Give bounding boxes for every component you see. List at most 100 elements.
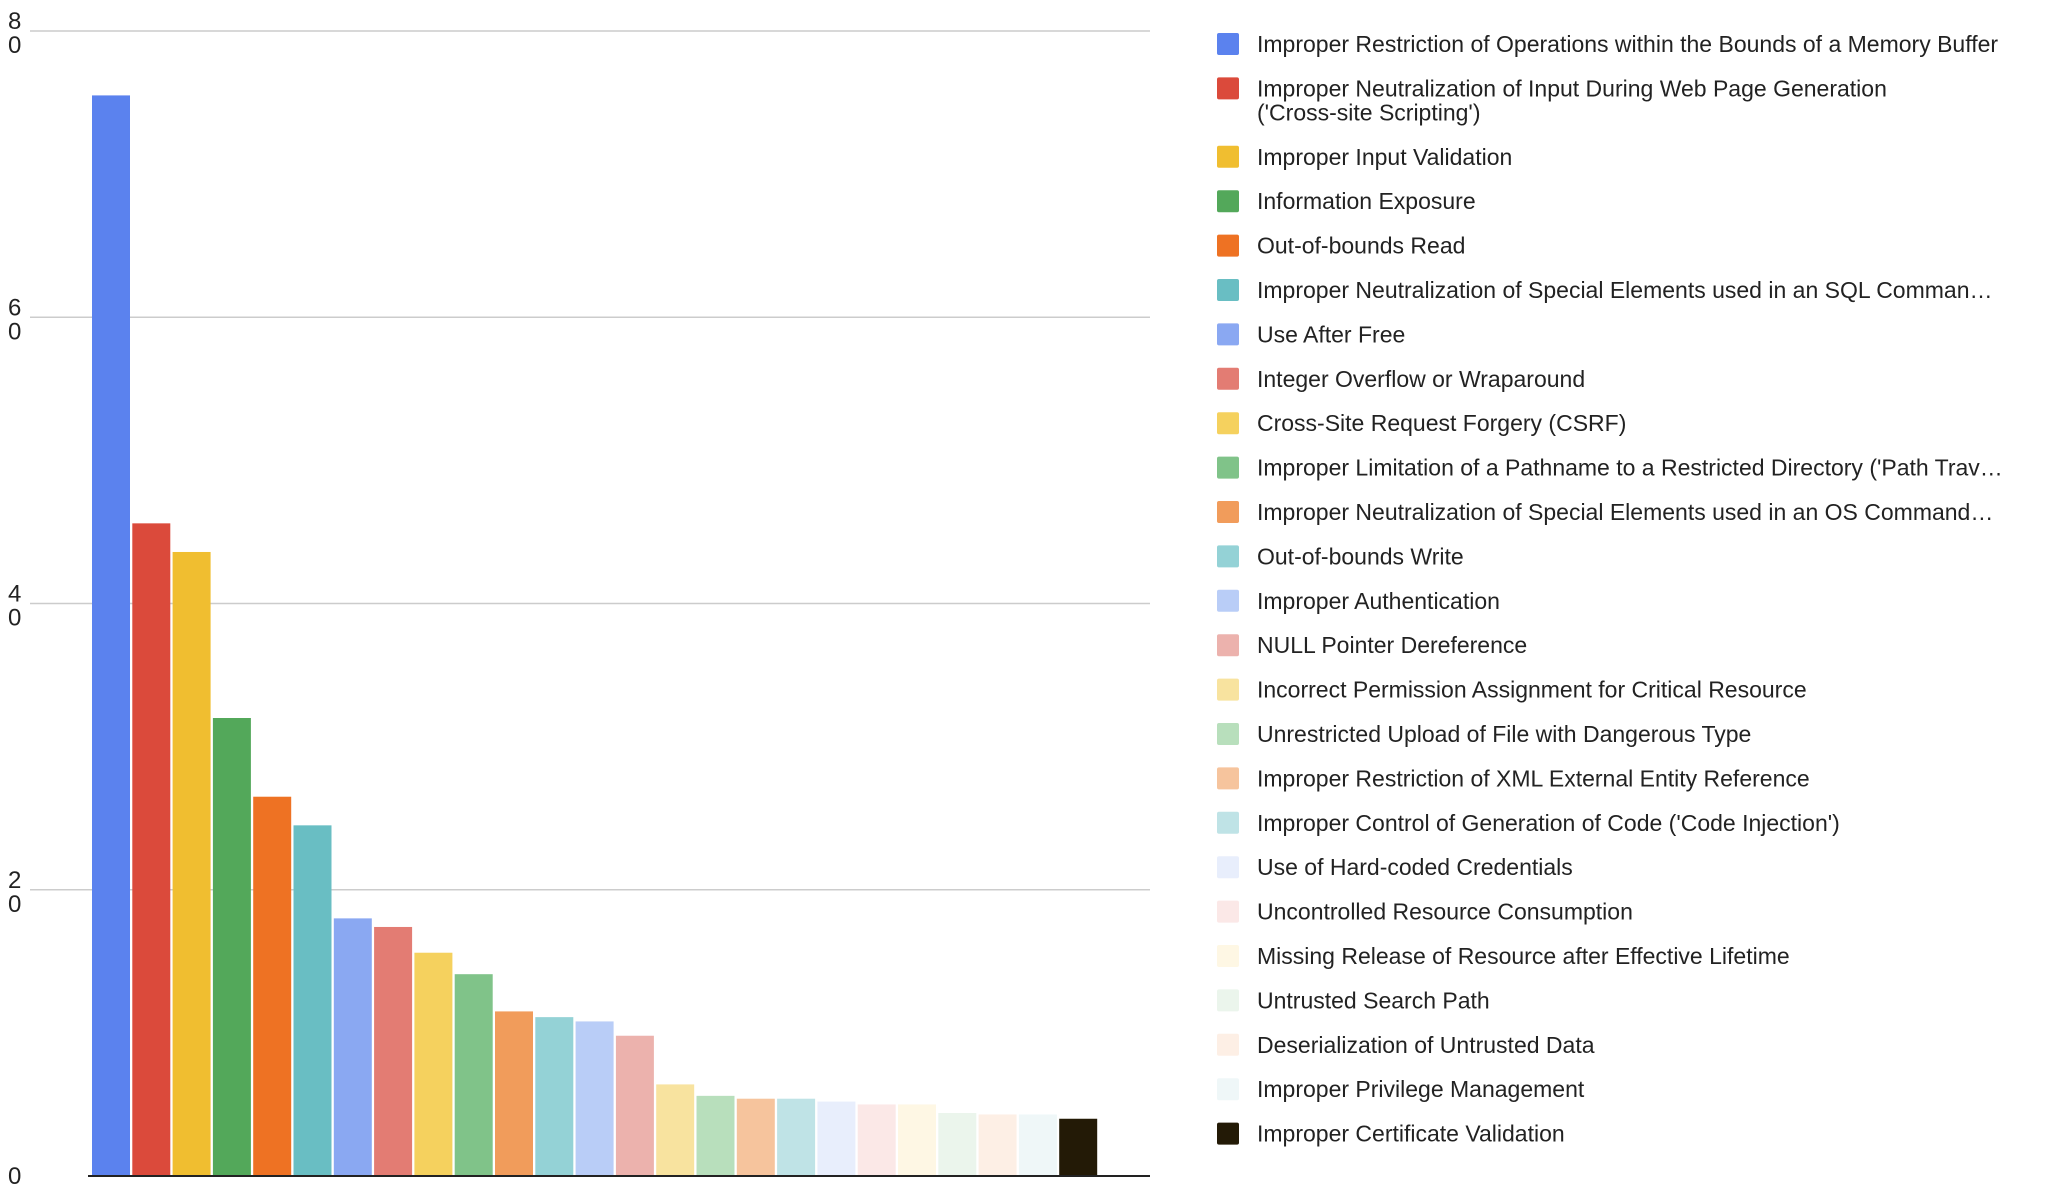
legend-swatch xyxy=(1217,856,1239,879)
legend-swatch xyxy=(1217,145,1239,168)
legend-label: Improper Authentication xyxy=(1257,588,1500,614)
legend-swatch xyxy=(1217,33,1239,55)
legend-item: Uncontrolled Resource Consumption xyxy=(1217,899,1633,925)
legend-label-line: Out-of-bounds Write xyxy=(1257,543,1464,569)
legend-swatch xyxy=(1217,989,1239,1012)
legend-label-line: Information Exposure xyxy=(1257,188,1476,214)
legend-label: Improper Restriction of XML External Ent… xyxy=(1257,765,1810,791)
legend-label: Use After Free xyxy=(1257,321,1405,347)
bar xyxy=(293,825,332,1176)
bar xyxy=(898,1104,936,1176)
legend-label-line: Use of Hard-coded Credentials xyxy=(1257,854,1573,880)
legend-label: Uncontrolled Resource Consumption xyxy=(1257,899,1633,925)
legend-label: Unrestricted Upload of File with Dangero… xyxy=(1257,721,1751,747)
legend-label: Information Exposure xyxy=(1257,188,1476,214)
legend-swatch xyxy=(1217,634,1239,657)
legend-label-line: Improper Neutralization of Special Eleme… xyxy=(1257,499,1993,525)
legend-label-line: Incorrect Permission Assignment for Crit… xyxy=(1257,677,1807,703)
legend-swatch xyxy=(1217,77,1239,100)
legend-item: Improper Control of Generation of Code (… xyxy=(1217,810,1840,836)
legend-swatch xyxy=(1217,589,1239,612)
bar xyxy=(454,974,493,1176)
bar xyxy=(817,1101,856,1176)
legend-label: Improper Input Validation xyxy=(1257,144,1512,170)
bar xyxy=(374,926,413,1176)
legend-label-line: Improper Authentication xyxy=(1257,588,1500,614)
legend-label-line: Improper Certificate Validation xyxy=(1257,1121,1565,1147)
y-tick-label-line: 2 xyxy=(8,867,21,894)
legend-item: Improper Privilege Management xyxy=(1217,1076,1585,1102)
y-tick-label-line: 0 xyxy=(8,32,21,59)
legend-swatch xyxy=(1217,190,1239,213)
legend-label: Deserialization of Untrusted Data xyxy=(1257,1032,1595,1058)
legend-label-line: Integer Overflow or Wraparound xyxy=(1257,366,1585,392)
legend-label-line: Improper Neutralization of Special Eleme… xyxy=(1257,277,1993,303)
legend-swatch xyxy=(1217,234,1239,257)
legend-item: Improper Restriction of XML External Ent… xyxy=(1217,765,1810,791)
legend-label-line: Use After Free xyxy=(1257,321,1405,347)
legend-item: Improper Authentication xyxy=(1217,588,1500,614)
legend-item: Use of Hard-coded Credentials xyxy=(1217,854,1573,880)
legend-swatch xyxy=(1217,945,1239,967)
legend-label-line: Deserialization of Untrusted Data xyxy=(1257,1032,1595,1058)
bar xyxy=(212,718,251,1176)
legend-item: Unrestricted Upload of File with Dangero… xyxy=(1217,721,1751,747)
legend-label-line: Missing Release of Resource after Effect… xyxy=(1257,943,1790,969)
legend-item: Improper Neutralization of Input During … xyxy=(1217,75,1887,125)
legend-swatch xyxy=(1217,545,1239,568)
legend-swatch xyxy=(1217,501,1239,523)
legend-label-line: Improper Limitation of a Pathname to a R… xyxy=(1257,455,2003,481)
legend-label: Improper Restriction of Operations withi… xyxy=(1257,31,1998,57)
bar xyxy=(696,1095,735,1176)
legend-label: Improper Limitation of a Pathname to a R… xyxy=(1257,455,2003,481)
legend-label: Improper Privilege Management xyxy=(1257,1076,1585,1102)
legend-label-line: Out-of-bounds Read xyxy=(1257,233,1465,259)
bars xyxy=(92,95,1098,1176)
bar xyxy=(736,1098,775,1176)
legend-label: Improper Control of Generation of Code (… xyxy=(1257,810,1840,836)
y-tick-label-line: 0 xyxy=(8,605,21,632)
legend-label: Incorrect Permission Assignment for Crit… xyxy=(1257,677,1807,703)
legend-swatch xyxy=(1217,767,1239,790)
y-tick-label: 0 xyxy=(8,1163,21,1186)
legend-label: Untrusted Search Path xyxy=(1257,987,1490,1013)
legend-item: Incorrect Permission Assignment for Crit… xyxy=(1217,677,1807,703)
legend-item: Deserialization of Untrusted Data xyxy=(1217,1032,1595,1058)
legend-item: NULL Pointer Dereference xyxy=(1217,632,1527,658)
legend-item: Improper Restriction of Operations withi… xyxy=(1217,31,1998,57)
legend-swatch xyxy=(1217,1078,1239,1101)
bar xyxy=(253,796,292,1176)
legend-label: Out-of-bounds Read xyxy=(1257,233,1465,259)
y-tick-label-line: 4 xyxy=(8,581,21,608)
bar xyxy=(495,1011,533,1176)
legend-label-line: Improper Restriction of Operations withi… xyxy=(1257,31,1998,57)
legend-label-line: Untrusted Search Path xyxy=(1257,987,1490,1013)
bar xyxy=(938,1113,977,1176)
legend-label: Use of Hard-coded Credentials xyxy=(1257,854,1573,880)
bar xyxy=(777,1098,816,1176)
legend-label: Improper Certificate Validation xyxy=(1257,1121,1565,1147)
legend-item: Cross-Site Request Forgery (CSRF) xyxy=(1217,410,1626,436)
legend-swatch xyxy=(1217,323,1239,346)
legend-swatch xyxy=(1217,811,1239,834)
bar xyxy=(333,918,372,1176)
legend-item: Improper Input Validation xyxy=(1217,144,1512,170)
legend-label: Integer Overflow or Wraparound xyxy=(1257,366,1585,392)
y-tick-label-line: 0 xyxy=(8,1163,21,1186)
bar xyxy=(92,95,130,1176)
bar xyxy=(1018,1114,1057,1176)
y-tick-label-line: 8 xyxy=(8,8,21,35)
legend-label-line: Cross-Site Request Forgery (CSRF) xyxy=(1257,410,1626,436)
legend: Improper Restriction of Operations withi… xyxy=(1217,31,2003,1147)
bar xyxy=(1059,1118,1098,1176)
bar xyxy=(615,1035,654,1176)
legend-item: Improper Neutralization of Special Eleme… xyxy=(1217,499,1993,525)
gridlines xyxy=(30,30,1150,891)
legend-swatch xyxy=(1217,367,1239,390)
y-tick-label-line: 0 xyxy=(8,891,21,918)
legend-item: Improper Neutralization of Special Eleme… xyxy=(1217,277,1993,303)
bar xyxy=(978,1114,1017,1176)
